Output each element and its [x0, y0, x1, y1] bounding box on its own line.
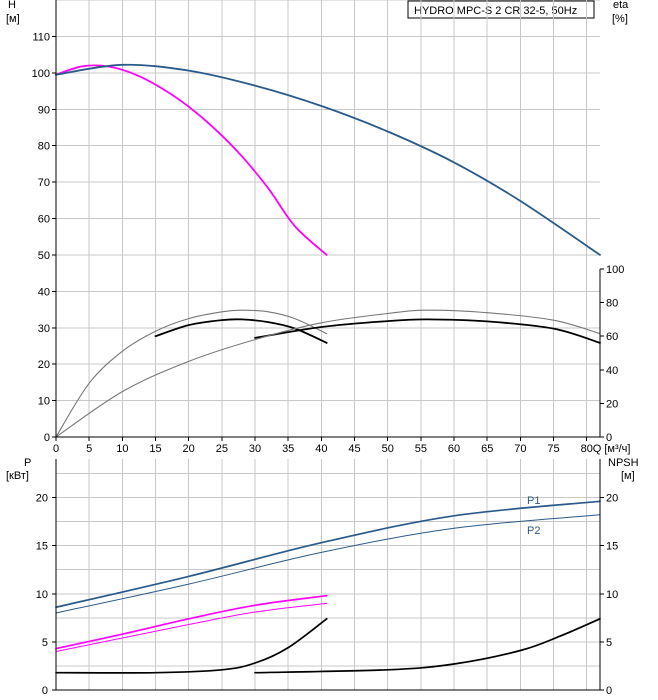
q-tick-label: 75 [547, 443, 559, 455]
h-tick-label: 0 [44, 432, 50, 444]
q-tick-label: 45 [348, 443, 360, 455]
eta-axis-label: eta [613, 0, 629, 11]
eta-tick-label: 20 [606, 398, 618, 410]
q-tick-label: 15 [149, 443, 161, 455]
top-curves [55, 63, 601, 438]
p-axis-label: P [24, 457, 31, 469]
h-tick-label: 30 [38, 323, 50, 335]
npsh-tick-label: 15 [606, 541, 618, 553]
curve-eta-two-pumps-pump [55, 309, 601, 438]
q-tick-label: 10 [116, 443, 128, 455]
p1-label: P1 [527, 495, 540, 507]
curve-p2-one-pump [55, 602, 328, 652]
chart-title: HYDRO MPC-S 2 CR 32-5, 50Hz [414, 5, 577, 17]
eta-tick-label: 40 [606, 365, 618, 377]
eta-tick-label: 80 [606, 298, 618, 310]
q-tick-label: 5 [86, 443, 92, 455]
p-tick-label: 10 [36, 589, 48, 601]
q-tick-label: 0 [53, 443, 59, 455]
bottom-curves [55, 500, 601, 674]
h-tick-label: 60 [38, 214, 50, 226]
curve-p2 [55, 514, 601, 614]
curve-npsh-two-pumps [254, 617, 601, 674]
h-axis-unit: [м] [6, 13, 20, 25]
q-tick-label: 50 [382, 443, 394, 455]
q-tick-label: 40 [315, 443, 327, 455]
h-tick-label: 100 [32, 68, 50, 80]
p-tick-label: 20 [36, 493, 48, 505]
eta-tick-label: 0 [606, 432, 612, 444]
npsh-tick-label: 10 [606, 589, 618, 601]
p-tick-label: 0 [42, 685, 48, 697]
q-tick-label: 80 [581, 443, 593, 455]
eta-tick-label: 100 [606, 264, 624, 276]
curve-eta-one-pump-pump [55, 309, 328, 438]
curve-h-one-pump [55, 64, 328, 256]
h-axis-label: H [8, 0, 16, 11]
eta-axis-unit: [%] [612, 13, 628, 25]
h-tick-label: 70 [38, 177, 50, 189]
h-tick-label: 40 [38, 286, 50, 298]
h-tick-label: 10 [38, 396, 50, 408]
q-tick-label: 30 [249, 443, 261, 455]
p2-label: P2 [527, 525, 540, 537]
p-tick-label: 5 [42, 637, 48, 649]
curve-npsh-one-pump [55, 617, 328, 674]
npsh-tick-label: 20 [606, 493, 618, 505]
curve-p1 [55, 500, 601, 609]
q-tick-label: 25 [216, 443, 228, 455]
q-tick-label: 20 [183, 443, 195, 455]
npsh-tick-label: 0 [606, 685, 612, 697]
q-axis-label: Q [м³/ч] [593, 443, 631, 455]
top-axes: 0 10 20 30 40 50 60 70 80 90 100 110 0 20 40 60 80 100 0 5 1… [32, 0, 631, 455]
bottom-axes: 0 5 10 15 20 0 5 10 15 20 [36, 459, 618, 697]
h-tick-label: 90 [38, 104, 50, 116]
h-tick-label: 110 [32, 31, 50, 43]
npsh-axis-label: NPSH [608, 457, 639, 469]
curve-eta-one-pump-system [154, 318, 328, 344]
p-tick-label: 15 [36, 541, 48, 553]
p-axis-unit: [кВт] [6, 470, 29, 482]
q-tick-label: 65 [481, 443, 493, 455]
q-tick-label: 35 [282, 443, 294, 455]
q-tick-label: 55 [415, 443, 427, 455]
npsh-axis-unit: [м] [621, 470, 635, 482]
q-tick-label: 60 [448, 443, 460, 455]
curve-eta-two-pumps-system [254, 318, 601, 344]
eta-tick-label: 60 [606, 331, 618, 343]
h-tick-label: 50 [38, 250, 50, 262]
npsh-tick-label: 5 [606, 637, 612, 649]
q-tick-label: 70 [514, 443, 526, 455]
h-tick-label: 20 [38, 359, 50, 371]
h-tick-label: 80 [38, 141, 50, 153]
bottom-grid [55, 459, 600, 691]
curve-p1-one-pump [55, 594, 328, 650]
curve-h-two-pumps [55, 63, 601, 256]
